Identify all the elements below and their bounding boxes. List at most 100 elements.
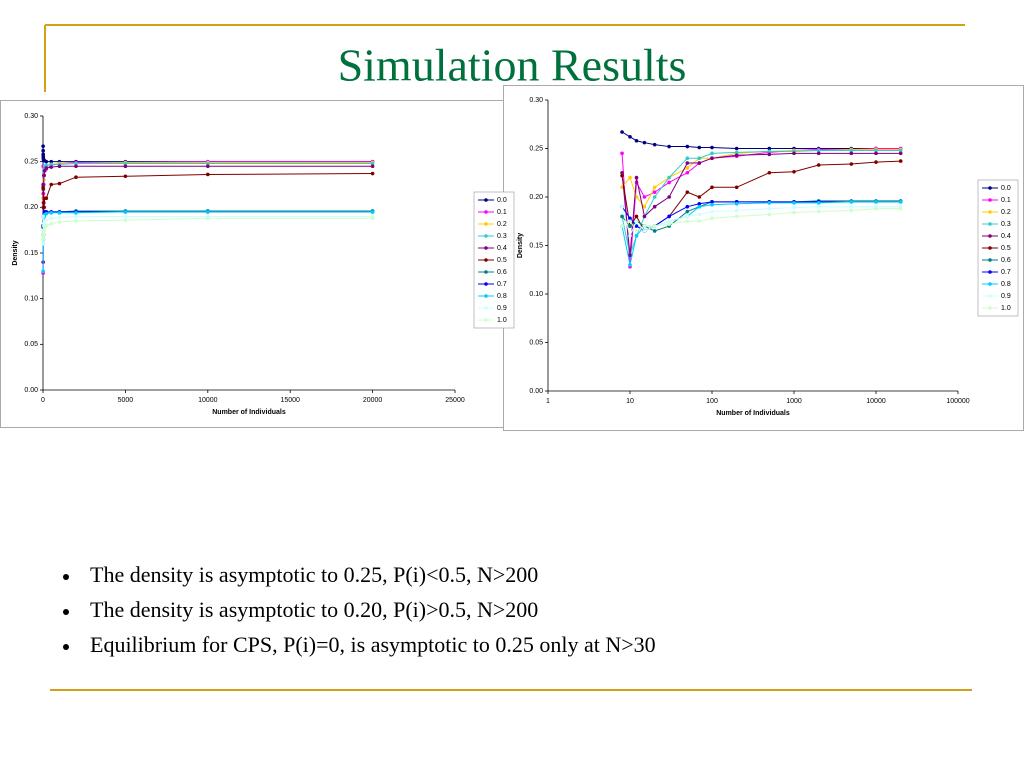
data-point (792, 205, 796, 210)
data-point (816, 209, 821, 214)
y-tick-label: 0.05 (529, 339, 543, 346)
data-point (685, 214, 690, 219)
data-point (734, 150, 739, 155)
legend-marker (484, 282, 488, 286)
legend-marker (484, 222, 488, 226)
legend-label: 0.8 (1001, 281, 1011, 288)
bullet-dot (63, 644, 69, 650)
data-point (634, 138, 639, 143)
data-point (123, 164, 128, 169)
data-point (628, 263, 632, 267)
data-point (816, 151, 821, 156)
data-point (44, 163, 49, 168)
data-point (41, 231, 46, 235)
data-point (49, 211, 54, 215)
data-point (74, 164, 78, 169)
data-point (652, 190, 657, 194)
data-point (370, 171, 375, 176)
data-point (710, 151, 714, 156)
y-tick-label: 0.30 (24, 113, 38, 120)
data-point (685, 219, 690, 224)
data-point (628, 219, 632, 224)
legend-label: 0.9 (1001, 293, 1011, 300)
legend-label: 0.2 (497, 221, 507, 228)
x-tick-label: 1 (546, 398, 550, 405)
data-point (685, 204, 690, 209)
y-tick-label: 0.15 (24, 250, 38, 257)
data-point (667, 195, 671, 199)
x-axis-title: Number of Individuals (212, 409, 286, 416)
data-point (206, 172, 210, 177)
legend-marker (484, 258, 488, 262)
bullet-dot (63, 609, 69, 615)
data-point (74, 211, 78, 215)
data-point (734, 185, 739, 190)
data-point (667, 175, 671, 180)
data-point (628, 175, 632, 180)
data-point (667, 144, 671, 149)
x-tick-label: 5000 (118, 397, 134, 404)
data-point (628, 224, 632, 228)
data-point (642, 229, 647, 233)
y-tick-label: 0.00 (24, 387, 38, 394)
data-point (874, 200, 878, 204)
y-tick-label: 0.25 (24, 159, 38, 166)
legend-label: 0.7 (1001, 269, 1011, 276)
data-point (42, 228, 46, 232)
data-point (697, 212, 702, 217)
data-point (898, 206, 903, 211)
data-point (734, 201, 739, 206)
data-point (74, 214, 78, 219)
data-point (652, 195, 657, 199)
x-tick-label: 10000 (198, 397, 218, 404)
data-point (44, 223, 49, 228)
data-point (685, 190, 690, 194)
data-point (767, 146, 772, 151)
data-point (642, 140, 647, 145)
bullet-text: The density is asymptotic to 0.20, P(i)>… (90, 597, 538, 622)
x-tick-label: 100000 (946, 398, 969, 405)
data-point (898, 159, 903, 163)
legend-marker (484, 270, 488, 274)
data-point (685, 161, 690, 165)
series-line (621, 131, 901, 149)
data-point (123, 161, 128, 166)
legend-marker (988, 234, 992, 238)
data-point (370, 161, 375, 166)
data-point (634, 214, 639, 219)
data-point (42, 205, 46, 210)
chart-frame (0, 100, 521, 428)
data-point (634, 219, 639, 224)
y-tick-label: 0.30 (529, 97, 543, 104)
data-point (42, 173, 46, 178)
data-point (57, 220, 62, 224)
x-tick-label: 20000 (363, 397, 383, 404)
data-point (685, 156, 690, 160)
legend-label: 0.0 (497, 197, 507, 204)
x-tick-label: 10000 (866, 398, 886, 405)
data-point (44, 159, 49, 164)
legend-marker (988, 198, 992, 202)
data-point (620, 151, 624, 156)
data-point (642, 195, 647, 199)
data-point (74, 161, 78, 166)
x-tick-label: 10 (626, 398, 634, 405)
x-tick-label: 1000 (786, 398, 802, 405)
data-point (41, 214, 45, 219)
bullet-text: Equilibrium for CPS, P(i)=0, is asymptot… (90, 632, 656, 657)
legend-label: 0.2 (1001, 209, 1011, 216)
data-point (634, 234, 639, 238)
series-line (621, 152, 901, 256)
x-axis-title: Number of Individuals (716, 410, 790, 417)
y-tick-label: 0.25 (529, 145, 543, 152)
data-point (41, 237, 45, 242)
data-point (628, 253, 632, 257)
data-point (206, 164, 210, 169)
data-point (652, 142, 657, 147)
data-point (667, 222, 671, 226)
legend-marker (484, 234, 488, 238)
chart-frame (503, 85, 1024, 431)
data-point (667, 219, 671, 224)
legend-marker (988, 186, 992, 190)
